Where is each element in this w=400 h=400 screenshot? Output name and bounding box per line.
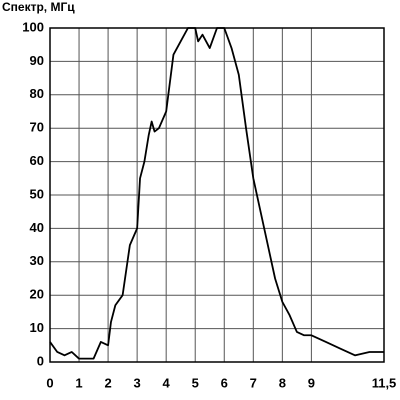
y-tick-label: 40 — [30, 220, 44, 235]
y-tick-label: 20 — [30, 287, 44, 302]
y-tick-label: 100 — [22, 19, 44, 34]
x-tick-label: 2 — [104, 375, 111, 390]
x-tick-label: 1 — [75, 375, 82, 390]
x-tick-label: 9 — [308, 375, 315, 390]
x-tick-label: 3 — [134, 375, 141, 390]
y-tick-label: 0 — [37, 353, 44, 368]
y-tick-label: 70 — [30, 120, 44, 135]
x-tick-label: 11,5 — [372, 375, 397, 390]
x-tick-label: 8 — [279, 375, 286, 390]
x-tick-label: 5 — [192, 375, 199, 390]
x-tick-label: 4 — [163, 375, 171, 390]
data-line — [49, 27, 384, 360]
chart-title: Спектр, МГц — [2, 0, 75, 14]
y-tick-label: 10 — [30, 320, 44, 335]
y-tick-label: 60 — [30, 153, 44, 168]
x-tick-label: 6 — [221, 375, 228, 390]
y-tick-label: 90 — [30, 53, 44, 68]
x-tick-label: 0 — [46, 375, 53, 390]
x-tick-label: 7 — [250, 375, 257, 390]
y-tick-label: 80 — [30, 86, 44, 101]
y-tick-label: 30 — [30, 253, 44, 268]
y-tick-label: 50 — [30, 186, 44, 201]
